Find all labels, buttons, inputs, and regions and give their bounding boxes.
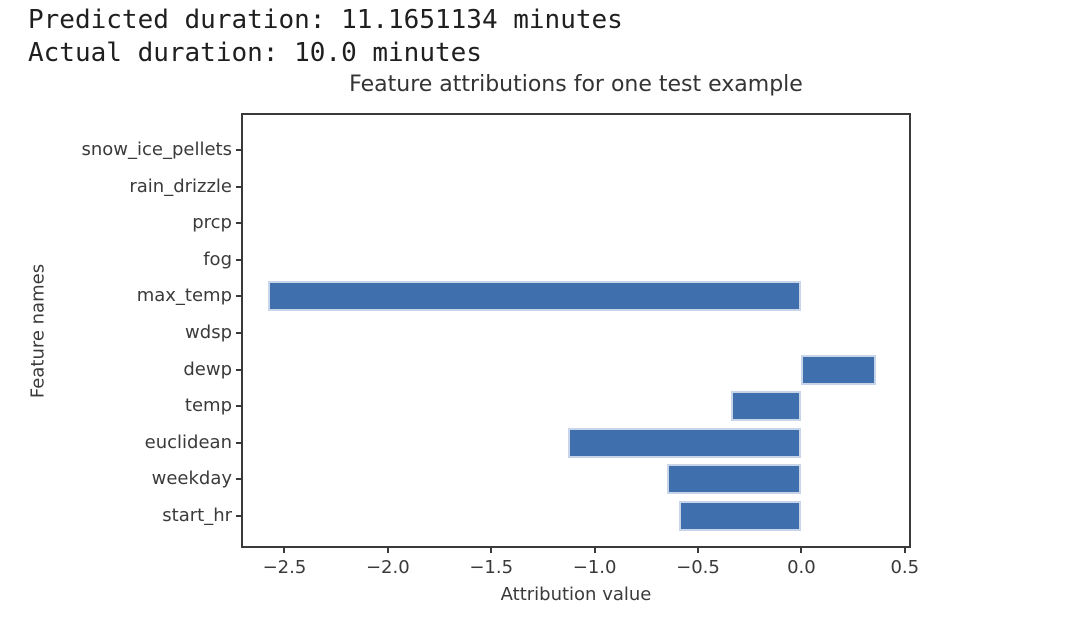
ytick-label-wdsp: wdsp — [185, 322, 232, 343]
xtick-label-−1.5: −1.5 — [469, 557, 514, 578]
xtick-mark — [283, 548, 286, 553]
bar-weekday — [666, 464, 802, 495]
ytick-label-max_temp: max_temp — [136, 285, 232, 307]
ytick-mark — [236, 295, 241, 298]
xtick-mark — [490, 548, 493, 553]
predicted-duration-text: Predicted duration: 11.1651134 minutes — [28, 5, 623, 35]
bar-dewp — [801, 354, 876, 385]
ytick-mark — [236, 478, 241, 481]
ytick-label-dewp: dewp — [183, 358, 232, 380]
ytick-mark — [236, 332, 241, 334]
x-axis-label: Attribution value — [500, 584, 652, 605]
bar-max_temp — [267, 281, 802, 312]
ytick-mark — [236, 185, 241, 188]
bar-temp — [731, 391, 802, 422]
xtick-label-−2.5: −2.5 — [262, 557, 307, 578]
ytick-mark — [236, 405, 241, 408]
actual-duration-text: Actual duration: 10.0 minutes — [28, 38, 482, 68]
xtick-label-−1.0: −1.0 — [572, 557, 617, 578]
xtick-label-0.5: 0.5 — [890, 557, 920, 578]
ytick-mark — [236, 515, 241, 517]
plot-area — [241, 113, 911, 548]
ytick-mark — [236, 368, 241, 371]
bar-start_hr — [679, 501, 802, 531]
chart-title: Feature attributions for one test exampl… — [349, 72, 803, 97]
xtick-mark — [800, 548, 803, 553]
ytick-label-fog: fog — [203, 248, 232, 270]
xtick-label-0.0: 0.0 — [787, 557, 816, 578]
ytick-mark — [236, 258, 241, 261]
ytick-mark — [236, 441, 241, 444]
bar-euclidean — [567, 427, 802, 458]
ytick-label-weekday: weekday — [151, 468, 232, 490]
ytick-mark — [236, 149, 241, 151]
xtick-mark — [593, 548, 596, 553]
xtick-label-−2.0: −2.0 — [365, 557, 410, 578]
ytick-label-rain_drizzle: rain_drizzle — [129, 175, 232, 197]
ytick-label-temp: temp — [184, 395, 232, 417]
ytick-label-start_hr: start_hr — [162, 505, 232, 526]
ytick-label-euclidean: euclidean — [144, 431, 232, 453]
xtick-label-−0.5: −0.5 — [676, 557, 720, 578]
ytick-label-prcp: prcp — [192, 212, 232, 234]
ytick-label-snow_ice_pellets: snow_ice_pellets — [81, 139, 232, 160]
ytick-mark — [236, 222, 241, 225]
y-axis-label: Feature names — [27, 263, 49, 398]
xtick-mark — [697, 548, 699, 553]
xtick-mark — [386, 548, 389, 553]
xtick-mark — [903, 548, 906, 553]
